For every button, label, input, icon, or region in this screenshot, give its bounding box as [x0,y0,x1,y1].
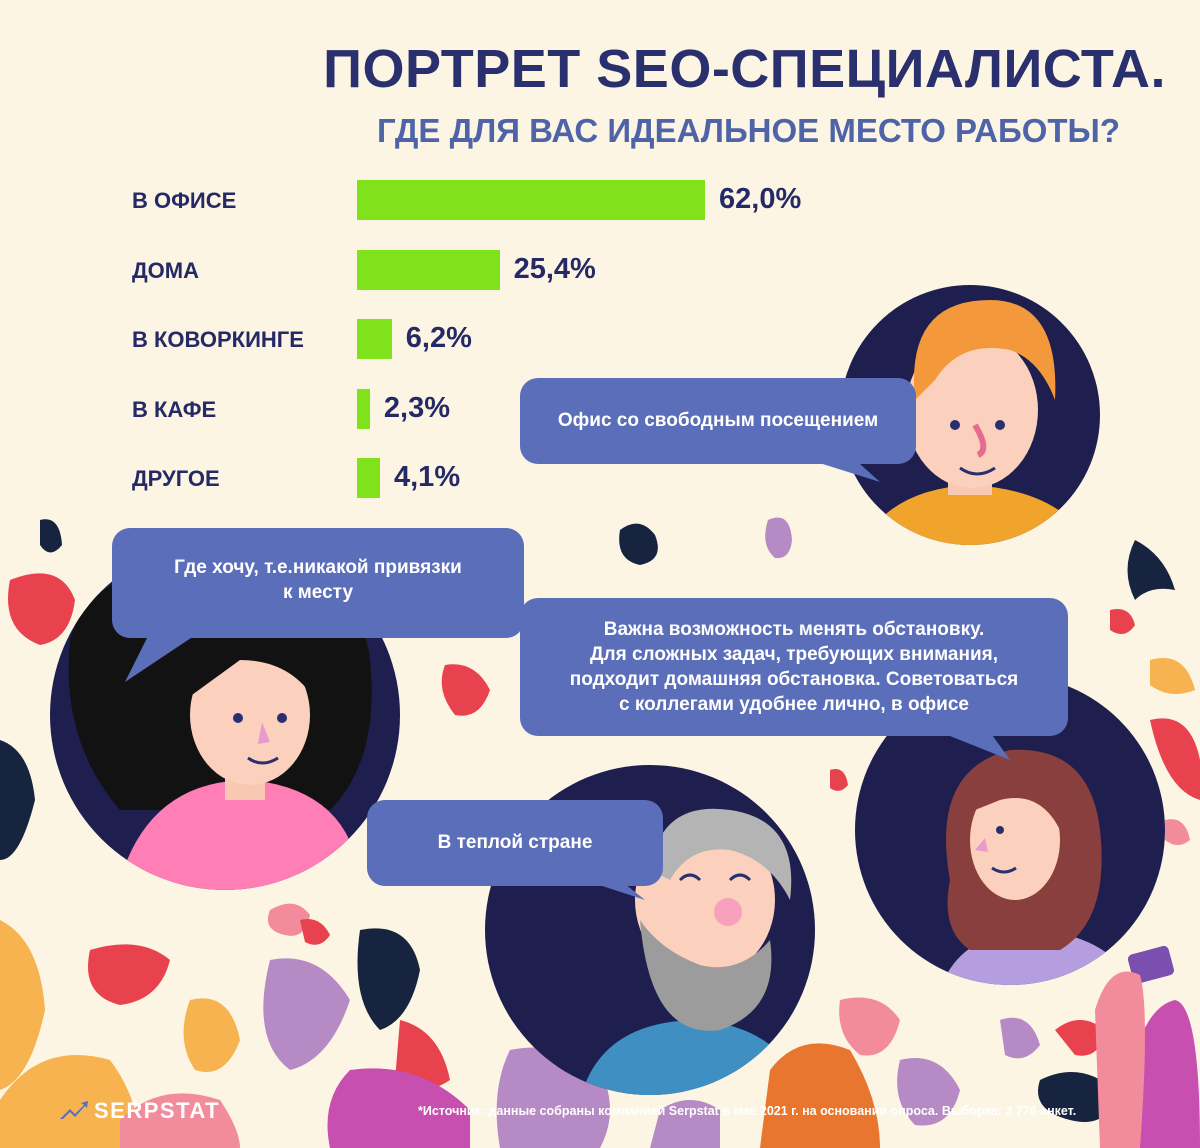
category-label: В ОФИСЕ [132,188,237,213]
speech-bubble-shape [367,800,663,900]
blob-decoration [8,573,75,645]
crowd-silhouette [760,1043,880,1148]
blob-decoration [619,523,658,565]
quote-change-environment: Важна возможность менять обстановку. Для… [569,619,1019,715]
blob-decoration [300,919,330,945]
blob-decoration [765,517,792,559]
value-label: 2,3% [383,391,451,424]
brand-name: SERPSTAT [94,1098,221,1123]
crowd-silhouette [0,1055,140,1148]
crowd-silhouette [120,1093,240,1148]
blob-decoration [88,944,170,1005]
blob-decoration [1165,819,1190,845]
blob-decoration [830,769,848,791]
avatar-elderly-man [580,808,800,1095]
bar [357,319,392,359]
blob-decoration [0,740,35,860]
blob-decoration [267,903,310,936]
source-note: *Источник: данные собраны компанией Serp… [418,1104,1077,1118]
quote-warm-country: В теплой стране [437,832,593,853]
crowd-silhouette [650,1100,720,1148]
infographic-title: ПОРТРЕТ SEO-СПЕЦИАЛИСТА. [323,39,1166,99]
value-label: 4,1% [394,461,461,493]
quote-flexible-office: Офис со свободным посещением [557,410,879,431]
blob-decoration [1110,609,1135,634]
blob-decoration [0,920,45,1090]
blob-decoration [1150,718,1200,800]
avatar-woman-dark-hair [68,560,372,890]
speech-bubble-shape [520,378,916,482]
blob-decoration [183,998,240,1072]
crowd-silhouette [1095,971,1145,1148]
blob-decoration [897,1058,960,1126]
category-label: ДРУГОЕ [132,466,220,491]
blob-decoration [395,1020,450,1090]
blob-decoration [1000,1017,1040,1059]
value-label: 62,0% [719,183,802,215]
category-label: ДОМА [132,257,199,283]
blob-decoration [40,519,62,553]
bar [357,249,500,290]
value-label: 25,4% [513,252,596,285]
category-label: В КОВОРКИНГЕ [132,327,304,352]
avatar-woman-brown-hair [940,749,1130,985]
bar [357,458,380,498]
bar-chart: В ОФИСЕ 62,0% ДОМА 25,4% В КОВОРКИНГЕ 6,2% В К… [0,0,1200,520]
quote-anywhere: Где хочу, т.е.никакой привязки к месту [174,557,462,603]
blob-decoration [1038,1072,1115,1122]
blob-decoration [327,1068,470,1148]
speech-bubble-shape [112,528,524,682]
blob-decoration [839,997,900,1056]
blob-decoration [441,664,490,716]
serpstat-logo: SERPSTAT [60,1098,220,1124]
phone-decoration [1127,945,1175,984]
value-label: 6,2% [405,322,472,354]
blob-decoration [1150,658,1195,694]
blob-decoration [357,928,420,1030]
category-label: В КАФЕ [132,396,217,422]
speech-bubble-shape [520,598,1068,760]
blob-decoration [1055,1020,1105,1056]
infographic-subtitle: ГДЕ ДЛЯ ВАС ИДЕАЛЬНОЕ МЕСТО РАБОТЫ? [377,112,1120,149]
blob-decoration [263,958,350,1070]
bar [357,388,370,429]
blob-decoration [1127,540,1175,600]
bar [357,180,705,220]
serpstat-arrow-logo-icon [60,1101,88,1119]
